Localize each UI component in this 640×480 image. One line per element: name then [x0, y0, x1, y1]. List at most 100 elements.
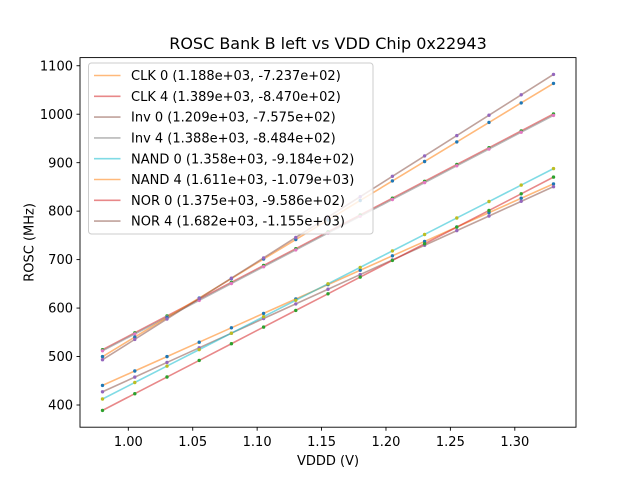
data-point-clk-0 [133, 369, 137, 373]
y-tick-label: 600 [48, 302, 73, 317]
data-point-inv-0 [455, 228, 459, 233]
data-point-nor-0 [358, 275, 362, 279]
legend-label-clk-4: CLK 4 (1.389e+03, -8.470e+02) [131, 90, 341, 105]
data-point-nor-0 [422, 242, 427, 246]
legend-label-inv-0: Inv 0 (1.209e+03, -7.575e+02) [131, 111, 336, 126]
data-point-clk-0 [261, 311, 266, 316]
data-point-inv-0 [519, 199, 523, 203]
y-tick-label: 1000 [40, 108, 73, 123]
data-point-nor-4 [551, 72, 556, 77]
data-point-clk-0 [519, 196, 523, 200]
data-point-clk-0 [229, 326, 234, 330]
legend-label-nor-4: NOR 4 (1.682e+03, -1.155e+03) [131, 215, 345, 230]
y-tick-label: 1100 [40, 59, 73, 74]
data-point-clk-0 [422, 239, 427, 244]
data-point-inv-4 [133, 332, 137, 336]
data-point-nor-4 [487, 113, 491, 117]
x-tick-label: 1.20 [371, 435, 400, 450]
data-point-nand-0 [165, 364, 169, 368]
data-point-nor-0 [455, 225, 459, 229]
x-tick-label: 1.25 [436, 435, 465, 450]
y-tick-label: 900 [48, 156, 73, 171]
axes-spines [79, 57, 577, 428]
data-point-nor-0 [487, 208, 491, 213]
data-point-inv-0 [100, 390, 105, 394]
data-point-clk-0 [165, 354, 169, 359]
legend-label-nor-0: NOR 0 (1.375e+03, -9.586e+02) [131, 194, 345, 209]
data-point-nand-0 [261, 315, 266, 319]
data-point-nand-0 [294, 298, 298, 302]
data-point-inv-4 [100, 349, 105, 353]
x-tick-label: 1.05 [178, 435, 207, 450]
data-point-nand-0 [229, 331, 234, 335]
data-point-nor-0 [165, 375, 169, 379]
data-point-nand-4 [551, 81, 556, 86]
data-point-nor-0 [294, 308, 298, 313]
data-point-inv-4 [487, 147, 491, 151]
data-point-nand-4 [455, 140, 459, 144]
data-point-inv-4 [551, 113, 556, 118]
x-tick-label: 1.15 [307, 435, 336, 450]
x-tick-label: 1.00 [114, 435, 143, 450]
data-point-inv-0 [294, 302, 298, 306]
data-point-nor-4 [455, 133, 459, 138]
data-point-nand-0 [390, 249, 395, 253]
data-point-nand-4 [100, 354, 105, 359]
data-point-clk-0 [358, 268, 362, 272]
data-point-inv-0 [133, 375, 137, 379]
data-point-nand-4 [390, 179, 395, 183]
data-point-inv-0 [487, 214, 491, 218]
data-point-inv-4 [390, 197, 395, 202]
plot-content: 1.00 1.05 1.10 1.15 1.20 1.25 1.30 400 500 600 700… [40, 57, 577, 450]
data-point-nor-4 [197, 296, 201, 301]
data-point-nor-0 [519, 192, 523, 196]
legend-label-inv-4: Inv 4 (1.388e+03, -8.484e+02) [131, 132, 336, 147]
chart-title: ROSC Bank B left vs VDD Chip 0x22943 [169, 34, 487, 53]
data-point-inv-4 [294, 248, 298, 252]
y-tick-label: 400 [48, 399, 73, 414]
legend-label-clk-0: CLK 0 (1.188e+03, -7.237e+02) [131, 69, 341, 84]
data-point-nor-0 [261, 325, 266, 329]
data-point-nor-4 [133, 337, 137, 342]
legend-label-nand-0: NAND 0 (1.358e+03, -9.184e+02) [131, 152, 354, 167]
x-tick-label: 1.10 [243, 435, 272, 450]
data-point-nor-0 [326, 292, 330, 296]
data-point-nand-0 [487, 199, 491, 204]
legend-label-nand-4: NAND 4 (1.611e+03, -1.079e+03) [131, 173, 354, 188]
data-point-nand-0 [133, 380, 137, 385]
data-point-nor-4 [261, 256, 266, 260]
data-point-inv-0 [326, 287, 330, 291]
y-tick-label: 700 [48, 253, 73, 268]
data-point-clk-0 [390, 254, 395, 258]
data-point-nand-0 [100, 397, 105, 401]
data-point-inv-4 [455, 164, 459, 168]
y-tick-label: 500 [48, 350, 73, 365]
data-point-nand-0 [358, 265, 362, 270]
data-point-inv-4 [519, 130, 523, 134]
data-point-nand-0 [422, 232, 427, 237]
data-point-nor-0 [100, 408, 105, 413]
data-point-inv-0 [358, 272, 362, 277]
y-axis-label: ROSC (MHz) [23, 203, 38, 282]
legend-box [88, 62, 374, 235]
data-point-nor-0 [133, 392, 137, 396]
data-point-inv-4 [422, 180, 427, 185]
data-point-inv-4 [261, 265, 266, 269]
data-point-nor-4 [165, 317, 169, 321]
data-point-nand-0 [326, 282, 330, 286]
x-axis-label: VDDD (V) [297, 454, 359, 469]
data-point-nor-4 [100, 358, 105, 362]
data-point-nor-4 [294, 235, 298, 240]
data-point-nand-0 [519, 183, 523, 187]
data-point-nand-4 [519, 101, 523, 105]
data-point-nand-0 [197, 347, 201, 352]
data-point-nand-0 [455, 216, 459, 220]
data-point-inv-0 [165, 360, 169, 365]
data-point-clk-0 [551, 182, 556, 186]
data-point-clk-0 [100, 383, 105, 388]
data-point-nor-0 [197, 358, 201, 363]
data-point-nor-4 [390, 174, 395, 178]
data-point-clk-0 [197, 340, 201, 344]
x-tick-label: 1.30 [500, 435, 529, 450]
